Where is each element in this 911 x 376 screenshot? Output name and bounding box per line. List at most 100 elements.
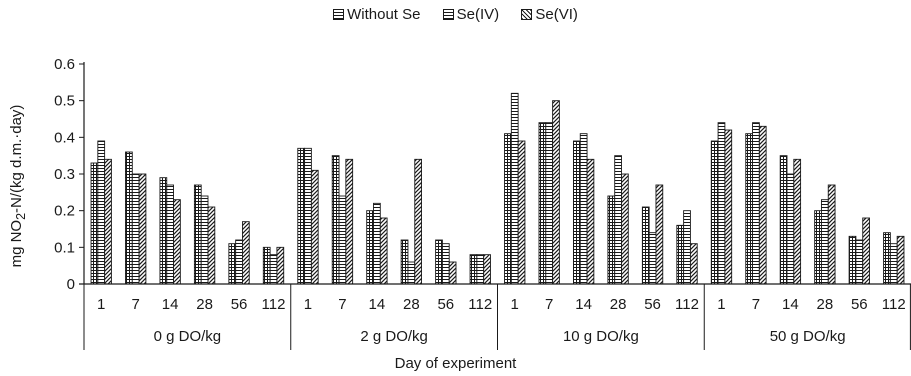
bar bbox=[304, 147, 312, 285]
bar bbox=[655, 184, 664, 285]
legend-item-se-iv: Se(IV) bbox=[442, 6, 500, 23]
x-tick-label-day: 7 bbox=[752, 296, 760, 313]
bar bbox=[173, 199, 181, 285]
bar bbox=[448, 261, 457, 285]
bar bbox=[545, 122, 554, 285]
bar bbox=[648, 232, 657, 285]
bar bbox=[710, 140, 719, 285]
axes-layer bbox=[79, 62, 911, 350]
x-group-label: 0 g DO/kg bbox=[154, 328, 222, 345]
bar bbox=[745, 133, 753, 285]
bar bbox=[621, 173, 629, 285]
legend-label: Se(IV) bbox=[456, 6, 500, 23]
x-axis-title: Day of experiment bbox=[394, 355, 517, 372]
labels-layer: 0 0.1 0.2 0.3 0.4 0.5 0.6 1 7 14 28 56 112 0 g DO/kg 1… bbox=[54, 56, 906, 345]
bar bbox=[483, 254, 491, 285]
bar bbox=[573, 140, 581, 285]
bar bbox=[517, 140, 526, 285]
bar bbox=[200, 195, 209, 285]
bar bbox=[510, 92, 519, 285]
bar bbox=[97, 140, 106, 285]
bar bbox=[373, 202, 381, 285]
bar bbox=[400, 239, 409, 285]
x-tick-label-day: 28 bbox=[196, 296, 213, 313]
bar bbox=[862, 217, 870, 285]
bar bbox=[310, 169, 319, 285]
legend-item-without-se: Without Se bbox=[333, 6, 421, 23]
y-tick-label: 0.5 bbox=[54, 93, 75, 110]
x-tick-label-day: 112 bbox=[262, 296, 286, 313]
bar bbox=[242, 221, 250, 285]
bar bbox=[159, 177, 168, 285]
y-tick-label: 0.3 bbox=[54, 166, 75, 183]
bar bbox=[297, 147, 306, 285]
bar bbox=[538, 122, 547, 285]
x-tick-label-day: 28 bbox=[817, 296, 834, 313]
y-tick-label: 0.2 bbox=[54, 203, 75, 220]
bar bbox=[269, 254, 278, 285]
bar bbox=[166, 184, 175, 285]
bar bbox=[193, 184, 202, 285]
bar bbox=[579, 133, 588, 285]
bar bbox=[607, 195, 616, 285]
bar bbox=[855, 239, 864, 285]
bar bbox=[366, 210, 374, 285]
x-tick-label-day: 1 bbox=[97, 296, 105, 313]
bar bbox=[758, 125, 767, 285]
bar bbox=[883, 232, 891, 285]
x-group-label: 50 g DO/kg bbox=[770, 328, 846, 345]
bar bbox=[676, 224, 685, 285]
x-group-label: 10 g DO/kg bbox=[563, 328, 639, 345]
bar bbox=[469, 254, 478, 285]
y-axis-title-part: mg NO bbox=[8, 219, 25, 268]
bar bbox=[125, 151, 133, 285]
bar bbox=[793, 158, 802, 285]
x-tick-label-day: 56 bbox=[644, 296, 661, 313]
x-tick-label-day: 7 bbox=[132, 296, 140, 313]
bar bbox=[821, 199, 829, 285]
y-axis-title-subscript: 2 bbox=[14, 212, 28, 220]
y-tick-label: 0.1 bbox=[54, 239, 75, 256]
x-tick-label-day: 112 bbox=[468, 296, 492, 313]
bar bbox=[827, 184, 836, 285]
x-tick-label-day: 14 bbox=[782, 296, 799, 313]
bar bbox=[435, 239, 443, 285]
bar bbox=[889, 243, 898, 285]
bar bbox=[476, 254, 485, 285]
bar bbox=[441, 243, 450, 285]
bar bbox=[689, 243, 698, 285]
y-tick-label: 0 bbox=[67, 276, 75, 293]
y-tick-label: 0.6 bbox=[54, 56, 75, 73]
legend: Without Se Se(IV) Se(VI) bbox=[0, 6, 911, 23]
x-tick-label-day: 7 bbox=[545, 296, 553, 313]
bar bbox=[614, 155, 622, 285]
legend-label: Se(VI) bbox=[535, 6, 578, 23]
x-tick-label-day: 14 bbox=[369, 296, 386, 313]
bar bbox=[814, 210, 822, 285]
bar bbox=[138, 173, 147, 285]
x-tick-label-day: 7 bbox=[338, 296, 346, 313]
x-tick-label-day: 28 bbox=[403, 296, 420, 313]
bar bbox=[345, 158, 354, 285]
bar bbox=[228, 243, 237, 285]
bar bbox=[235, 239, 243, 285]
x-tick-label-day: 14 bbox=[575, 296, 592, 313]
bar bbox=[752, 122, 760, 285]
legend-item-se-vi: Se(VI) bbox=[521, 6, 578, 23]
bar bbox=[104, 158, 112, 285]
bar bbox=[338, 195, 347, 285]
bar bbox=[90, 162, 99, 285]
bar bbox=[586, 158, 595, 285]
x-tick-label-day: 56 bbox=[437, 296, 454, 313]
y-axis-title-part: -N/(kg d.m.·day) bbox=[8, 104, 25, 213]
y-tick-label: 0.4 bbox=[54, 129, 75, 146]
x-tick-label-day: 1 bbox=[511, 296, 519, 313]
x-tick-label-day: 56 bbox=[231, 296, 248, 313]
legend-swatch-grid bbox=[333, 9, 345, 20]
x-tick-label-day: 1 bbox=[717, 296, 725, 313]
x-tick-label-day: 14 bbox=[162, 296, 179, 313]
bar bbox=[504, 133, 512, 285]
bar bbox=[552, 100, 560, 285]
bar bbox=[724, 129, 733, 285]
